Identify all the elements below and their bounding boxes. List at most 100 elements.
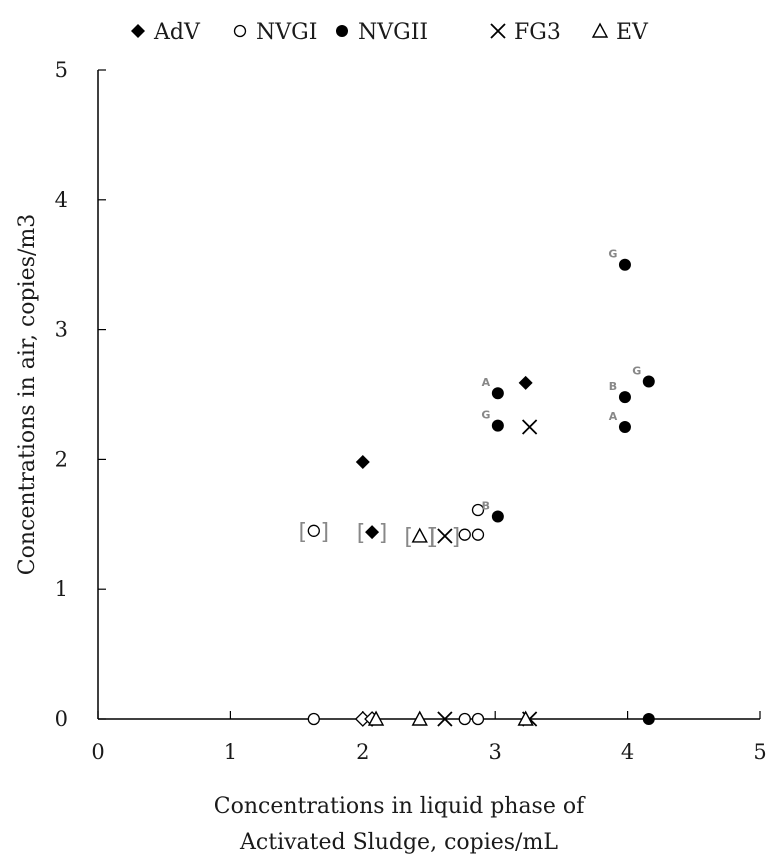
zero-point-nvgi (458, 712, 471, 726)
legend-marker (490, 23, 506, 39)
point-nvgii (642, 375, 655, 388)
point-annotation: G (481, 409, 490, 422)
zero-point-nvgii (642, 713, 655, 725)
y-tick-label: 4 (55, 188, 68, 212)
legend-item-nvgii: NVGII (336, 20, 428, 45)
marker-shape (458, 712, 471, 726)
series-adv: [] (354, 375, 533, 727)
marker-shape (411, 710, 428, 726)
marker-shape (618, 391, 631, 404)
marker-shape (367, 710, 385, 726)
zero-point-ev (367, 710, 385, 726)
marker-shape (491, 419, 504, 432)
point-nvgii (618, 258, 631, 271)
bracket-right: ] (426, 525, 435, 550)
series-ev: [] (367, 525, 534, 726)
x-axis-title-line-2: Activated Sludge, copies/mL (239, 830, 558, 855)
point-annotation: A (609, 410, 618, 423)
point-nvgi (471, 503, 485, 517)
data-points: [][]GGA BG AB[][] (299, 248, 655, 727)
point-annotation: A (482, 376, 491, 389)
bracket-right: ] (452, 525, 461, 550)
bracket-left: [ (299, 520, 308, 545)
legend-item-fg3: FG3 (490, 20, 561, 45)
point-fg3 (437, 528, 453, 544)
point-adv (355, 454, 370, 469)
marker-shape (233, 24, 247, 38)
marker-shape (591, 22, 609, 38)
legend-label: NVGII (358, 20, 428, 45)
point-nvgi (307, 524, 320, 537)
bracket-right: ] (379, 521, 388, 546)
marker-shape (471, 528, 485, 541)
point-ev (411, 527, 428, 543)
point-adv (518, 375, 533, 390)
marker-shape (618, 258, 631, 271)
marker-shape (642, 713, 655, 725)
series-fg3: [] (430, 419, 538, 727)
bracket-right: ] (321, 520, 330, 545)
legend-marker (336, 25, 348, 37)
x-axis-title-line-1: Concentrations in liquid phase of (214, 794, 586, 819)
marker-shape (518, 375, 533, 390)
point-annotation: B (609, 380, 617, 393)
marker-shape (490, 23, 506, 39)
y-axis-ticks: 0 1 2 3 4 5 (55, 58, 106, 731)
zero-point-nvgi (471, 712, 485, 726)
marker-shape (437, 711, 453, 727)
marker-shape (471, 712, 485, 726)
marker-shape (517, 710, 534, 726)
bracket-left: [ (404, 525, 413, 550)
y-tick-label: 1 (55, 577, 68, 601)
marker-shape (336, 25, 348, 37)
legend-marker (233, 24, 247, 38)
legend-item-ev: EV (591, 20, 649, 45)
legend-label: AdV (153, 20, 201, 45)
y-tick-label: 0 (55, 707, 68, 731)
series-nvgi: [] (299, 503, 485, 726)
x-tick-label: 3 (489, 740, 502, 764)
legend-marker (591, 22, 609, 38)
point-nvgii (618, 391, 631, 404)
x-tick-label: 2 (356, 740, 369, 764)
bracket-left: [ (357, 521, 366, 546)
y-tick-label: 3 (55, 318, 68, 342)
point-nvgii (618, 420, 631, 433)
zero-point-fg3 (437, 711, 453, 727)
marker-shape (437, 528, 453, 544)
point-adv (365, 525, 380, 540)
x-axis-ticks: 0 1 2 3 4 5 (91, 711, 767, 764)
zero-point-nvgi (307, 712, 320, 726)
marker-shape (642, 375, 655, 388)
marker-shape (471, 503, 485, 517)
series-nvgii: G G A B G A B (481, 248, 655, 725)
legend-label: FG3 (514, 20, 561, 45)
point-nvgii (491, 419, 504, 432)
legend-label: NVGI (256, 20, 317, 45)
legend-item-nvgi: NVGI (233, 20, 317, 45)
y-tick-label: 2 (55, 447, 68, 471)
legend-label: EV (616, 20, 649, 45)
marker-shape (458, 528, 471, 541)
x-tick-label: 4 (621, 740, 634, 764)
point-fg3 (521, 419, 538, 435)
point-nvgii (491, 387, 504, 400)
x-tick-label: 1 (224, 740, 237, 764)
marker-shape (411, 527, 428, 543)
bracket-left: [ (430, 525, 439, 550)
marker-shape (521, 419, 538, 435)
point-nvgi (458, 528, 471, 541)
zero-point-ev (517, 710, 534, 726)
marker-shape (491, 387, 504, 400)
marker-shape (355, 454, 370, 469)
legend-item-adv: AdV (131, 20, 201, 45)
y-tick-label: 5 (55, 58, 68, 82)
point-annotation: G (632, 365, 641, 378)
x-tick-label: 0 (91, 740, 104, 764)
marker-shape (491, 510, 504, 523)
zero-point-ev (411, 710, 428, 726)
x-tick-label: 5 (753, 740, 766, 764)
axes: 0 1 2 3 4 5 0 1 2 3 4 5 (55, 58, 767, 764)
marker-shape (307, 712, 320, 726)
